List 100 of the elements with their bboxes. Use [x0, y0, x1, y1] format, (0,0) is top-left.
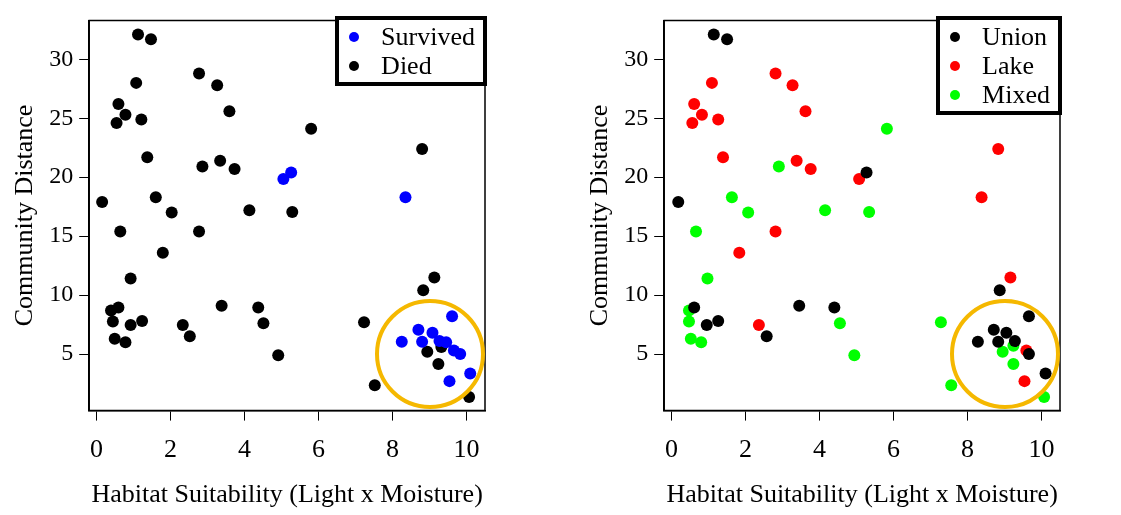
y-tick-label: 5 — [636, 339, 649, 366]
point — [440, 336, 453, 349]
y-axis-title: Community Distance — [584, 104, 614, 327]
x-tick-label: 2 — [164, 434, 178, 464]
point — [141, 151, 154, 164]
point — [993, 284, 1006, 297]
point — [214, 154, 227, 167]
point — [193, 67, 206, 80]
point — [701, 272, 714, 285]
y-tick-label: 15 — [624, 221, 649, 248]
point — [165, 206, 178, 219]
point — [1008, 335, 1021, 348]
point — [752, 318, 765, 331]
point — [1022, 310, 1035, 323]
point — [446, 310, 459, 323]
legend-label: Union — [982, 22, 1048, 52]
point — [695, 336, 708, 349]
y-axis-title: Community Distance — [9, 104, 39, 327]
point — [688, 301, 701, 314]
point — [305, 122, 318, 135]
legend-label: Died — [381, 51, 432, 81]
point — [1004, 271, 1017, 284]
x-axis-title: Habitat Suitability (Light x Moisture) — [666, 479, 1058, 509]
point — [733, 246, 746, 259]
point — [772, 160, 785, 173]
point — [721, 33, 734, 46]
point — [124, 318, 137, 331]
point — [992, 335, 1005, 348]
point — [156, 246, 169, 259]
point — [412, 323, 425, 336]
x-tick-label: 6 — [312, 434, 326, 464]
point — [996, 345, 1009, 358]
x-tick-label: 4 — [813, 434, 827, 464]
point — [286, 205, 299, 218]
x-tick-label: 8 — [961, 434, 975, 464]
point — [707, 28, 720, 41]
point — [144, 33, 157, 46]
point — [1000, 326, 1013, 339]
point — [135, 113, 148, 126]
point — [277, 172, 290, 185]
point — [252, 301, 265, 314]
y-tick-label: 5 — [61, 339, 74, 366]
point — [112, 301, 125, 314]
point — [272, 349, 285, 362]
point — [880, 122, 893, 135]
legend-label: Mixed — [982, 80, 1050, 110]
point — [786, 79, 799, 92]
y-tick-label: 25 — [49, 103, 74, 130]
point — [700, 318, 713, 331]
point — [112, 98, 125, 111]
point — [110, 116, 123, 129]
point — [945, 379, 958, 392]
point — [428, 271, 441, 284]
point — [769, 225, 782, 238]
point — [860, 166, 873, 179]
point — [853, 172, 866, 185]
point — [1022, 348, 1035, 361]
point — [975, 191, 988, 204]
point — [257, 317, 270, 330]
point — [695, 108, 708, 121]
point — [742, 206, 755, 219]
point — [971, 335, 984, 348]
y-tick-label: 10 — [624, 280, 649, 307]
y-tick-label: 30 — [49, 44, 74, 71]
point — [684, 332, 697, 345]
point — [690, 225, 703, 238]
point — [416, 142, 429, 155]
x-tick-label: 6 — [887, 434, 901, 464]
point — [760, 330, 773, 343]
point — [136, 315, 149, 328]
point — [1007, 358, 1020, 371]
point — [196, 160, 209, 173]
point — [454, 348, 467, 361]
point — [712, 315, 725, 328]
point — [124, 272, 137, 285]
point — [987, 323, 1000, 336]
point — [211, 79, 224, 92]
point — [399, 191, 412, 204]
point — [132, 28, 145, 41]
point — [828, 301, 841, 314]
point — [1018, 375, 1031, 388]
legend-label: Lake — [982, 51, 1035, 81]
point — [863, 205, 876, 218]
point — [992, 142, 1005, 155]
legend-label: Survived — [381, 22, 475, 52]
point — [688, 98, 701, 111]
point — [114, 225, 127, 238]
y-tick-label: 30 — [624, 44, 649, 71]
x-tick-label: 10 — [1028, 434, 1055, 464]
point — [705, 76, 718, 89]
point — [793, 299, 806, 312]
point — [464, 367, 477, 380]
point — [243, 204, 256, 217]
point — [285, 166, 298, 179]
point — [108, 332, 121, 345]
point — [106, 315, 119, 328]
y-tick-label: 10 — [49, 280, 74, 307]
x-axis-title: Habitat Suitability (Light x Moisture) — [91, 479, 483, 509]
point — [149, 191, 162, 204]
point — [96, 195, 109, 208]
